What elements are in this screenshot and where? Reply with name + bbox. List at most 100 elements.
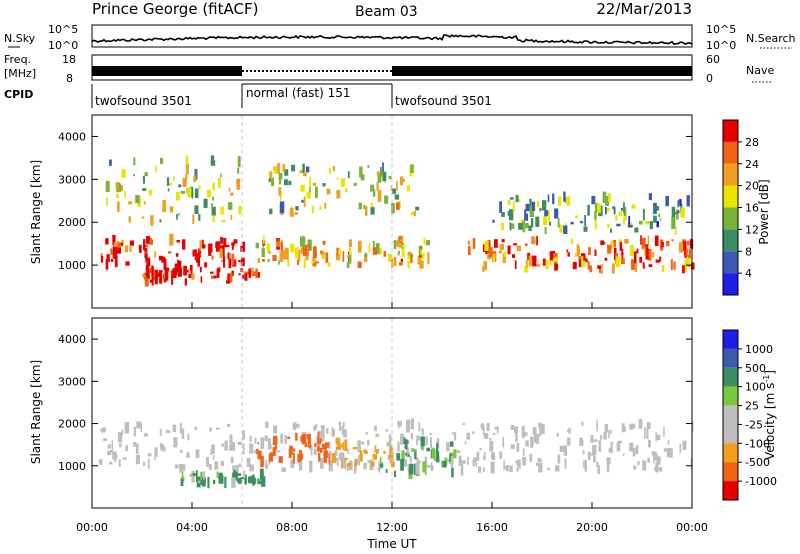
range-gate-cell (482, 265, 485, 272)
range-gate-cell (450, 455, 453, 467)
range-gate-cell (211, 203, 213, 208)
range-gate-cell (594, 219, 597, 230)
range-gate-cell (544, 227, 547, 235)
range-gate-cell (476, 451, 480, 462)
range-gate-cell (105, 238, 109, 245)
range-gate-cell (267, 251, 272, 254)
range-gate-cell (238, 260, 241, 263)
range-gate-cell (257, 258, 260, 263)
range-gate-cell (312, 182, 317, 186)
range-gate-cell (198, 214, 201, 221)
range-gate-cell (348, 252, 352, 264)
range-gate-cell (124, 245, 128, 253)
range-gate-cell (341, 425, 344, 435)
range-gate-cell (635, 445, 639, 455)
range-gate-cell (557, 454, 561, 464)
range-gate-cell (547, 194, 550, 202)
freq-bar-left (92, 66, 242, 76)
range-gate-cell (179, 463, 184, 473)
range-gate-cell (631, 259, 636, 270)
range-gate-cell (178, 213, 180, 216)
range-gate-cell (460, 464, 464, 476)
noise-right-tick-bottom: 10^0 (706, 39, 736, 52)
range-gate-cell (233, 442, 236, 448)
range-gate-cell (590, 434, 594, 443)
range-gate-cell (493, 239, 498, 248)
range-gate-cell (113, 252, 117, 259)
range-gate-cell (172, 176, 175, 181)
range-gate-cell (215, 241, 221, 252)
range-gate-cell (616, 442, 621, 452)
range-gate-cell (671, 217, 676, 230)
range-gate-cell (363, 254, 368, 262)
range-gate-cell (652, 251, 655, 258)
range-gate-cell (210, 155, 215, 166)
range-gate-cell (548, 210, 550, 223)
range-gate-cell (358, 454, 360, 466)
range-gate-cell (644, 427, 646, 439)
range-gate-cell (238, 473, 241, 476)
range-gate-cell (600, 263, 603, 275)
range-gate-cell (388, 175, 392, 180)
range-gate-cell (208, 246, 212, 256)
range-gate-cell (656, 221, 659, 228)
range-gate-cell (325, 252, 329, 263)
nave-label: Nave (746, 64, 774, 77)
range-gate-cell (393, 240, 397, 250)
range-gate-cell (670, 259, 673, 271)
range-gate-cell (370, 207, 375, 215)
range-gate-cell (133, 442, 137, 447)
range-gate-cell (372, 247, 378, 255)
range-gate-cell (149, 239, 153, 245)
range-gate-cell (357, 261, 362, 269)
range-gate-cell (197, 476, 201, 481)
range-gate-cell (682, 440, 687, 450)
range-gate-cell (545, 259, 549, 270)
range-gate-cell (215, 242, 218, 248)
range-gate-cell (426, 447, 430, 452)
range-gate-cell (393, 256, 397, 267)
range-gate-cell (279, 201, 285, 214)
range-gate-cell (317, 431, 320, 442)
range-gate-cell (375, 433, 380, 437)
range-gate-cell (278, 176, 281, 185)
range-gate-cell (655, 462, 659, 473)
range-gate-cell (594, 202, 598, 213)
range-gate-cell (572, 261, 577, 270)
range-gate-cell (399, 262, 403, 266)
range-gate-cell (636, 248, 639, 254)
range-gate-cell (310, 444, 313, 456)
velocity-colorbar: 1000 500 100 25 -25 -100 -500 -1000 Velocity [m… (722, 329, 777, 501)
range-gate-cell (196, 253, 200, 263)
velocity-colorbar-tick: 25 (745, 400, 759, 413)
range-gate-cell (578, 256, 581, 260)
range-gate-cell (486, 422, 490, 431)
velocity-colorbar-tick: -1000 (745, 475, 777, 488)
range-gate-cell (666, 447, 671, 458)
cpid-segment-2: normal (fast) 151 (246, 86, 350, 100)
range-gate-cell (488, 247, 493, 258)
date-title: 22/Mar/2013 (596, 0, 692, 18)
range-gate-cell (676, 209, 679, 220)
range-gate-cell (430, 437, 432, 449)
range-gate-cell (181, 428, 185, 439)
range-gate-cell (141, 216, 145, 219)
range-gate-cell (514, 260, 517, 270)
y-tick-label: 3000 (58, 173, 86, 186)
range-gate-cell (645, 221, 650, 225)
range-gate-cell (404, 439, 408, 450)
range-gate-cell (554, 254, 559, 261)
range-gate-cell (420, 246, 424, 250)
range-gate-cell (472, 238, 476, 249)
velocity-colorbar-label: Velocity [m s-1] (762, 370, 777, 460)
range-gate-cell (604, 424, 608, 433)
range-gate-cell (191, 189, 194, 199)
range-gate-cell (206, 456, 209, 467)
nave-tick-top: 60 (706, 53, 720, 66)
range-gate-cell (184, 278, 187, 286)
range-gate-cell (684, 246, 687, 258)
range-gate-cell (163, 258, 167, 271)
range-gate-cell (516, 442, 520, 452)
range-gate-cell (209, 427, 212, 432)
range-gate-cell (557, 217, 560, 228)
